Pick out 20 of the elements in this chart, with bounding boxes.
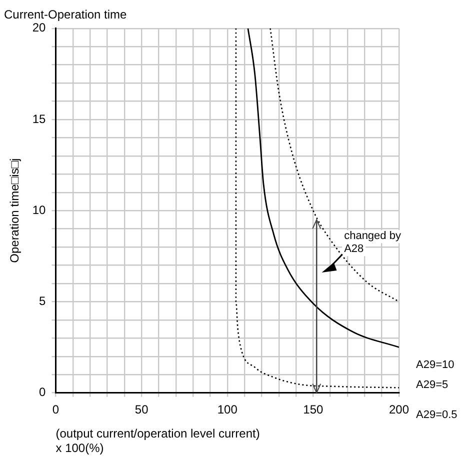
text: A29=10 xyxy=(416,358,454,371)
x-axis-title: (output current/operation level current) x 100(%) xyxy=(56,426,260,456)
line-series xyxy=(270,28,399,302)
line-series xyxy=(235,28,399,388)
x-tick-label: 50 xyxy=(134,402,149,416)
chart-title: Current-Operation time xyxy=(4,8,128,22)
text: A29=5 xyxy=(416,378,448,391)
y-tick-label: 20 xyxy=(32,20,46,35)
y-tick-label: 15 xyxy=(32,112,46,126)
x-tick-label: 200 xyxy=(388,402,410,416)
y-tick-label: 10 xyxy=(32,202,46,217)
line-series xyxy=(247,28,399,348)
x-tick-label: 0 xyxy=(52,402,60,416)
text: A29=0.5 xyxy=(416,408,458,421)
y-tick-label: 5 xyxy=(39,294,46,308)
annotation: changed by A28 xyxy=(344,230,402,256)
x-tick-label: 100 xyxy=(217,402,238,416)
y-tick-label: 0 xyxy=(39,385,46,400)
x-tick-label: 150 xyxy=(303,402,324,416)
y-axis-title: Operation time□is□j xyxy=(8,158,22,263)
